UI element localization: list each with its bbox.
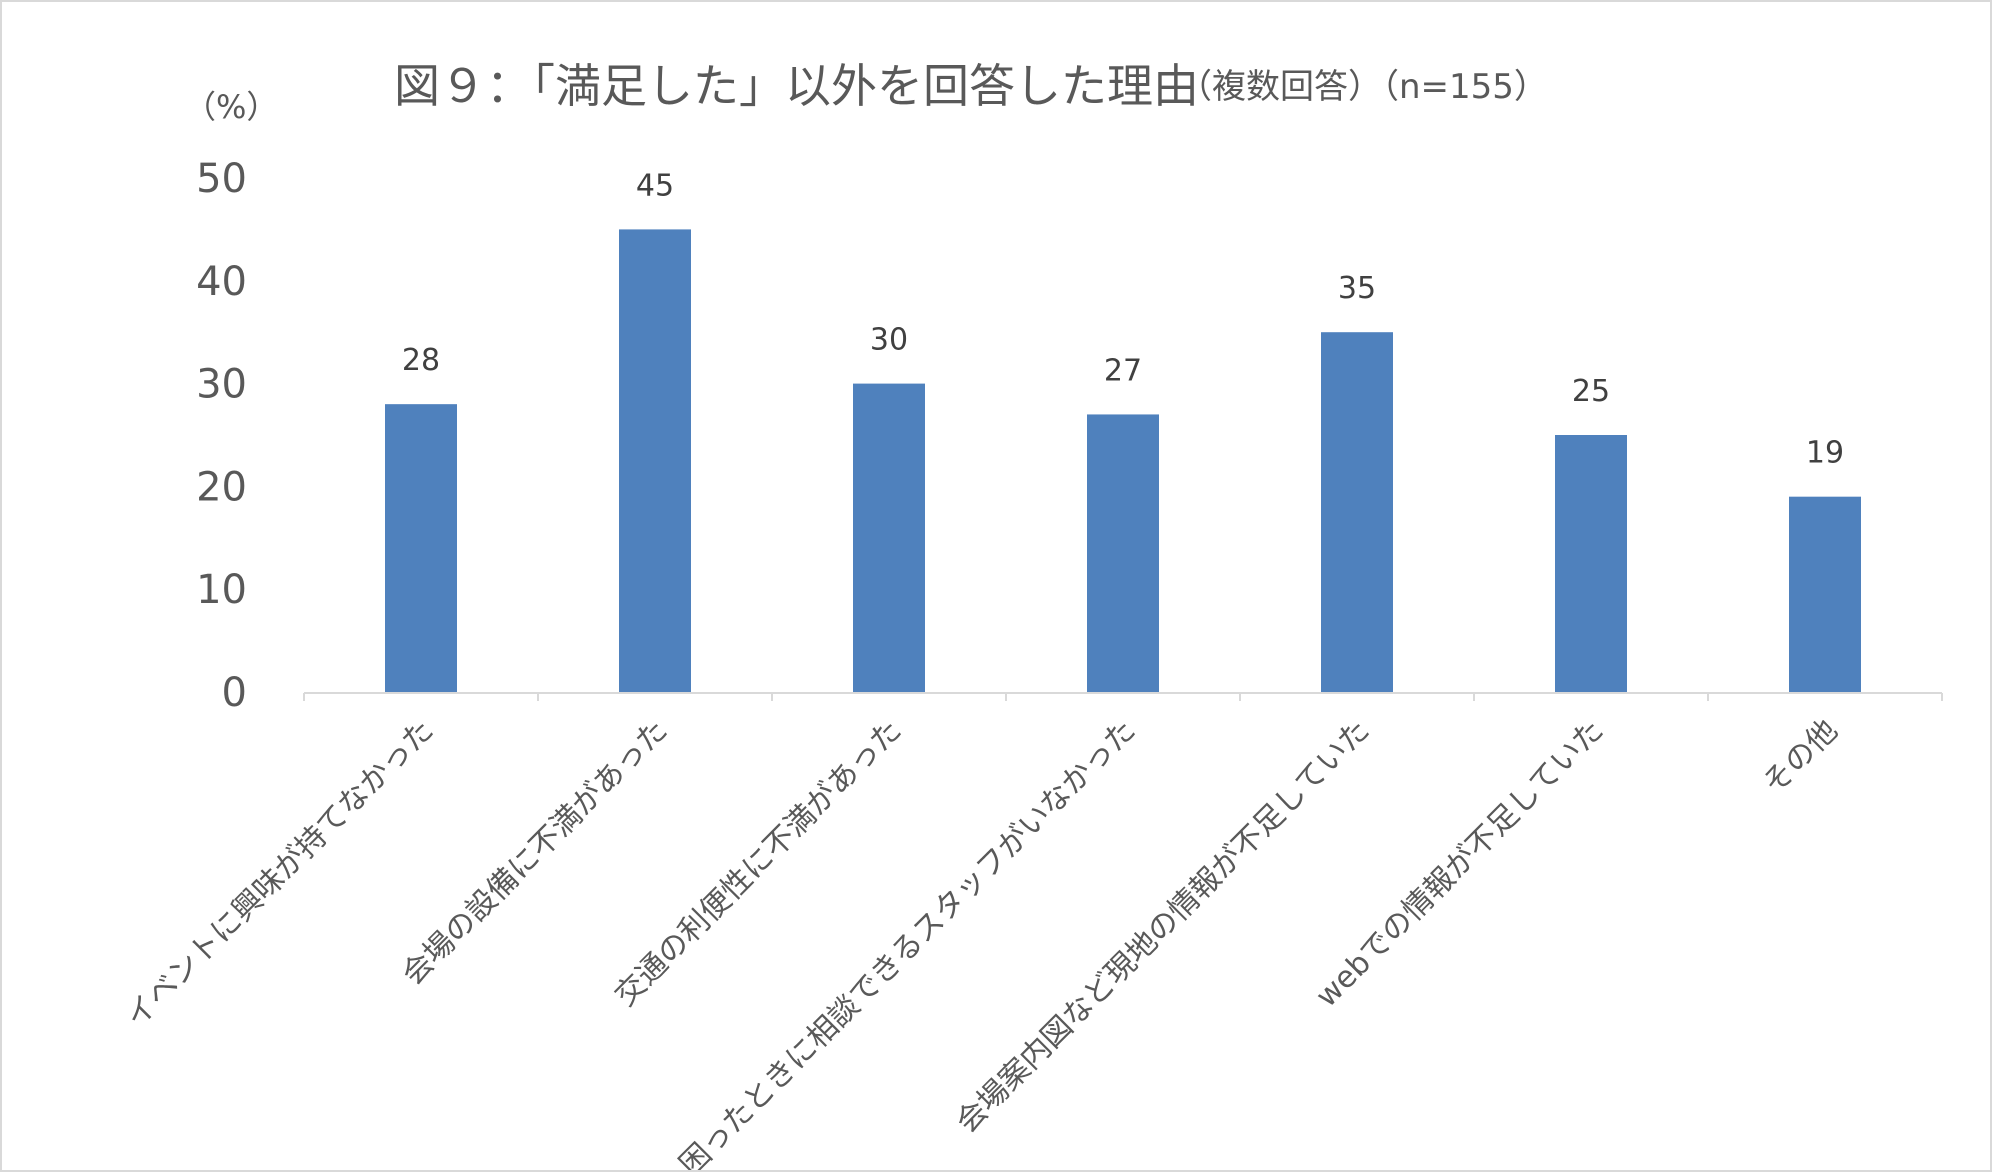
chart-title: 図９：「満足した」以外を回答した理由 — [394, 59, 1199, 113]
data-label: 27 — [1104, 353, 1142, 388]
bar — [385, 404, 457, 692]
data-labels: 28 45 30 27 35 25 19 — [402, 168, 1844, 470]
data-label: 35 — [1338, 271, 1376, 306]
bar — [1789, 496, 1861, 692]
y-axis-unit-label: （%） — [184, 88, 278, 126]
data-label: 30 — [870, 323, 908, 358]
y-axis-ticks: 0 10 20 30 40 50 — [196, 156, 247, 716]
category-label: その他 — [1756, 713, 1844, 801]
x-axis — [303, 692, 1943, 701]
chart-subtitle: （複数回答）（n=155） — [1178, 67, 1548, 107]
y-tick-label: 40 — [196, 259, 247, 305]
y-tick-label: 10 — [196, 567, 247, 613]
bar — [619, 229, 691, 692]
x-axis-category-labels: イベントに興味が持てなかった会場の設備に不満があった交通の利便性に不満があった困… — [119, 713, 1845, 1170]
y-tick-label: 50 — [196, 156, 247, 202]
data-label: 28 — [402, 343, 440, 378]
bar — [1555, 435, 1627, 692]
y-tick-label: 30 — [196, 362, 247, 408]
category-label: 会場の設備に不満があった — [395, 713, 674, 992]
data-label: 45 — [636, 168, 674, 203]
bars — [385, 229, 1861, 692]
data-label: 25 — [1572, 374, 1610, 409]
y-tick-label: 20 — [196, 464, 247, 510]
bar — [1321, 332, 1393, 692]
bar — [853, 383, 925, 692]
y-tick-label: 0 — [222, 670, 247, 716]
data-label: 19 — [1806, 436, 1844, 471]
category-label: イベントに興味が持てなかった — [119, 713, 441, 1035]
category-label: 会場案内図など現地の情報が不足していた — [949, 713, 1376, 1140]
category-label: 困ったときに相談できるスタッフがいなかった — [673, 713, 1143, 1170]
bar — [1087, 414, 1159, 692]
